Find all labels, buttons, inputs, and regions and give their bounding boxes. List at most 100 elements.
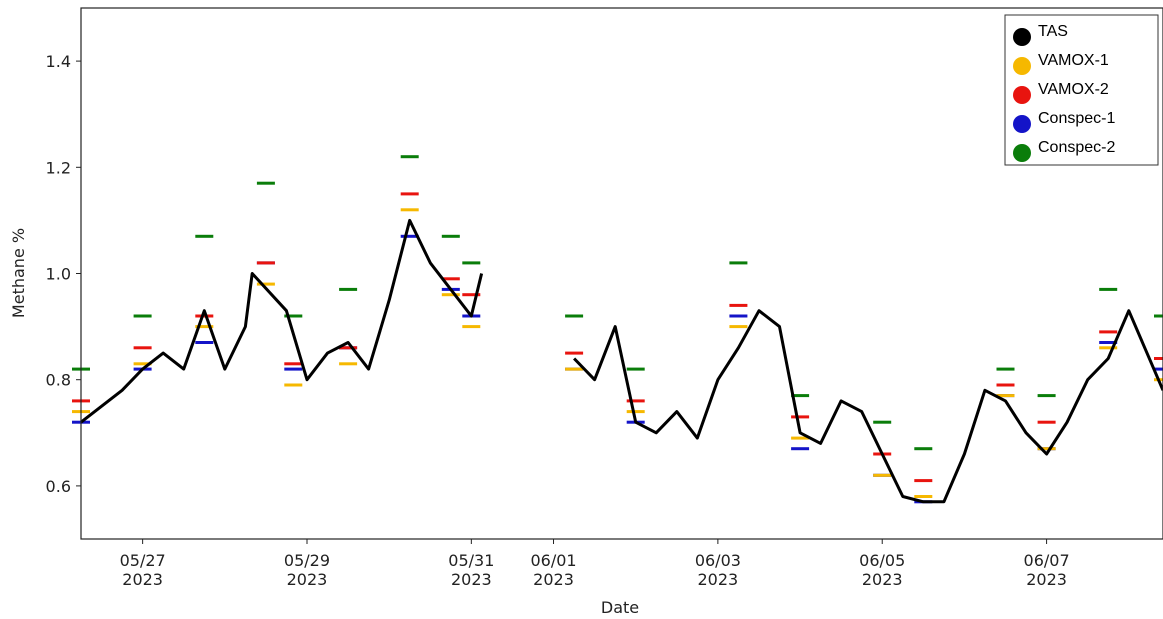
data-point [133, 362, 152, 366]
data-point [400, 192, 419, 196]
x-tick-label: 06/05 [859, 551, 905, 570]
data-point [441, 293, 460, 297]
data-point [284, 314, 303, 318]
data-point [256, 261, 275, 265]
y-tick-label: 0.8 [46, 371, 71, 390]
legend: TAS VAMOX-1 VAMOX-2 Conspec-1 Conspec-2 [1004, 14, 1159, 166]
data-point [1099, 346, 1118, 350]
x-tick-label-year: 2023 [122, 570, 163, 589]
data-point [1154, 357, 1163, 360]
y-axis: 0.6 0.8 1.0 1.2 1.4 [46, 52, 81, 496]
y-tick-label: 1.0 [46, 265, 71, 284]
data-point [791, 415, 810, 419]
data-point [729, 303, 748, 307]
data-point [873, 420, 892, 424]
data-point [914, 447, 933, 451]
data-point [914, 495, 933, 498]
legend-label: Conspec-1 [1038, 110, 1115, 127]
data-point [729, 325, 748, 329]
legend-marker [1013, 57, 1031, 75]
data-point [462, 325, 481, 329]
series-conspec-2 [72, 155, 1163, 451]
x-tick-label-year: 2023 [533, 570, 574, 589]
x-tick-label: 06/01 [530, 551, 576, 570]
x-tick-label-year: 2023 [1026, 570, 1067, 589]
x-tick-label: 06/03 [695, 551, 741, 570]
x-tick-label: 06/07 [1024, 551, 1070, 570]
y-axis-label: Methane % [9, 228, 28, 318]
data-point [1099, 330, 1118, 334]
data-point [565, 351, 584, 355]
data-point [1099, 341, 1118, 344]
data-point [996, 367, 1015, 371]
data-point [400, 155, 419, 159]
data-point [626, 367, 645, 371]
x-tick-label: 05/27 [120, 551, 166, 570]
data-point [996, 383, 1015, 387]
y-tick-label: 0.6 [46, 477, 71, 496]
data-point [133, 314, 152, 318]
legend-marker [1013, 28, 1031, 46]
x-tick-label-year: 2023 [287, 570, 328, 589]
data-point [1154, 367, 1163, 371]
data-point [1037, 420, 1056, 424]
data-point [729, 314, 748, 318]
x-axis: 05/27202305/29202305/31202306/01202306/0… [120, 539, 1070, 589]
data-point [256, 282, 275, 286]
data-point [284, 362, 303, 366]
data-point [873, 473, 892, 477]
data-marks [72, 155, 1163, 504]
legend-label: TAS [1038, 23, 1068, 40]
legend-box [1004, 14, 1159, 166]
x-axis-label: Date [601, 598, 639, 617]
x-tick-label-year: 2023 [862, 570, 903, 589]
y-tick-label: 1.2 [46, 158, 71, 177]
data-point [996, 394, 1015, 398]
data-point [441, 277, 460, 281]
x-tick-label: 05/31 [448, 551, 494, 570]
data-point [626, 399, 645, 403]
data-point [195, 325, 214, 329]
data-point [195, 234, 214, 238]
series-vamox-1 [72, 208, 1163, 498]
data-point [1037, 447, 1056, 451]
data-point [462, 261, 481, 265]
x-tick-label-year: 2023 [451, 570, 492, 589]
data-point [400, 208, 419, 212]
data-point [339, 362, 358, 366]
data-point [1154, 314, 1163, 318]
legend-marker [1013, 86, 1031, 104]
data-point [441, 234, 460, 238]
x-tick-label-year: 2023 [698, 570, 739, 589]
series-tas [80, 218, 1163, 504]
series-line [80, 218, 484, 424]
data-point [195, 314, 214, 318]
legend-marker [1013, 144, 1031, 162]
data-point [339, 287, 358, 291]
y-tick-label: 1.4 [46, 52, 71, 71]
data-point [462, 293, 481, 297]
data-point [729, 261, 748, 265]
x-tick-label: 05/29 [284, 551, 330, 570]
legend-label: VAMOX-1 [1038, 52, 1109, 69]
data-point [626, 410, 645, 414]
legend-label: VAMOX-2 [1038, 81, 1109, 98]
legend-marker [1013, 115, 1031, 133]
data-point [565, 367, 584, 371]
data-point [256, 181, 275, 185]
data-point [339, 346, 358, 350]
data-point [284, 367, 303, 371]
data-point [791, 394, 810, 398]
data-point [914, 479, 933, 483]
data-point [284, 383, 303, 387]
legend-label: Conspec-2 [1038, 139, 1115, 156]
data-point [565, 314, 584, 318]
series-line [573, 309, 1163, 504]
data-point [791, 436, 810, 440]
data-point [791, 447, 810, 451]
data-point [1099, 287, 1118, 291]
data-point [133, 346, 152, 350]
data-point [1037, 394, 1056, 398]
data-point [195, 341, 214, 344]
